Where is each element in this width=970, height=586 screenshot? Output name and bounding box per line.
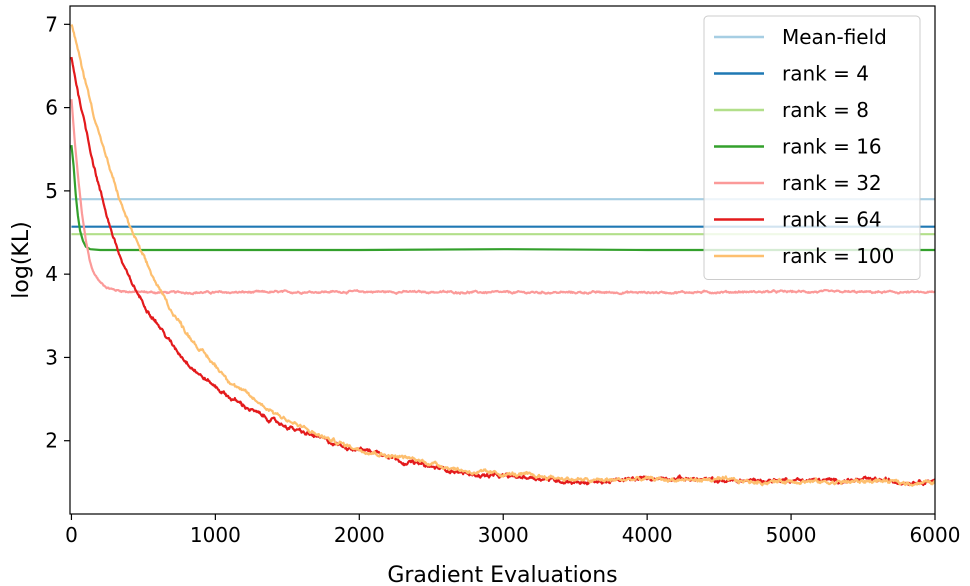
legend-box	[703, 15, 921, 280]
legend-label: rank = 16	[782, 135, 882, 159]
y-tick-label: 3	[45, 345, 58, 369]
y-axis-label: log(KL)	[9, 221, 34, 298]
x-tick-label: 1000	[190, 523, 241, 547]
y-tick-label: 2	[45, 429, 58, 453]
tick-layer: 0 1000 2000 3000 4000 5000 6000 2 3 4 5 6 7	[45, 12, 960, 547]
x-tick-label: 2000	[334, 523, 385, 547]
legend: Mean-field rank = 4 rank = 8 rank = 16 rank …	[703, 15, 921, 280]
series-line-3	[70, 144, 935, 252]
x-tick-label: 6000	[910, 523, 961, 547]
legend-label: rank = 8	[782, 98, 869, 122]
y-tick-label: 5	[45, 179, 58, 203]
y-tick-label: 6	[45, 96, 58, 120]
x-axis-label: Gradient Evaluations	[387, 563, 617, 586]
legend-label: rank = 64	[782, 208, 882, 232]
legend-label: rank = 100	[782, 244, 894, 268]
x-tick-label: 0	[65, 523, 78, 547]
legend-label: rank = 32	[782, 171, 882, 195]
y-tick-label: 7	[45, 12, 58, 36]
x-tick-label: 3000	[478, 523, 529, 547]
plot-area-frame	[69, 5, 936, 515]
x-tick-label: 5000	[766, 523, 817, 547]
x-tick-label: 4000	[622, 523, 673, 547]
legend-label: Mean-field	[782, 25, 887, 49]
legend-label: rank = 4	[782, 62, 869, 86]
series-layer	[70, 24, 935, 487]
series-line-4	[70, 99, 935, 296]
series-line-6	[70, 24, 935, 487]
y-tick-label: 4	[45, 262, 58, 286]
